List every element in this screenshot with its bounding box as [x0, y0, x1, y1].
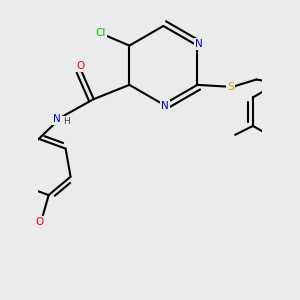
Text: H: H — [63, 117, 69, 126]
Text: O: O — [36, 217, 44, 227]
Text: N: N — [161, 101, 169, 111]
Text: O: O — [76, 61, 84, 71]
Text: S: S — [227, 82, 234, 92]
Text: N: N — [195, 39, 203, 49]
Text: Cl: Cl — [96, 28, 106, 38]
Text: N: N — [53, 114, 61, 124]
